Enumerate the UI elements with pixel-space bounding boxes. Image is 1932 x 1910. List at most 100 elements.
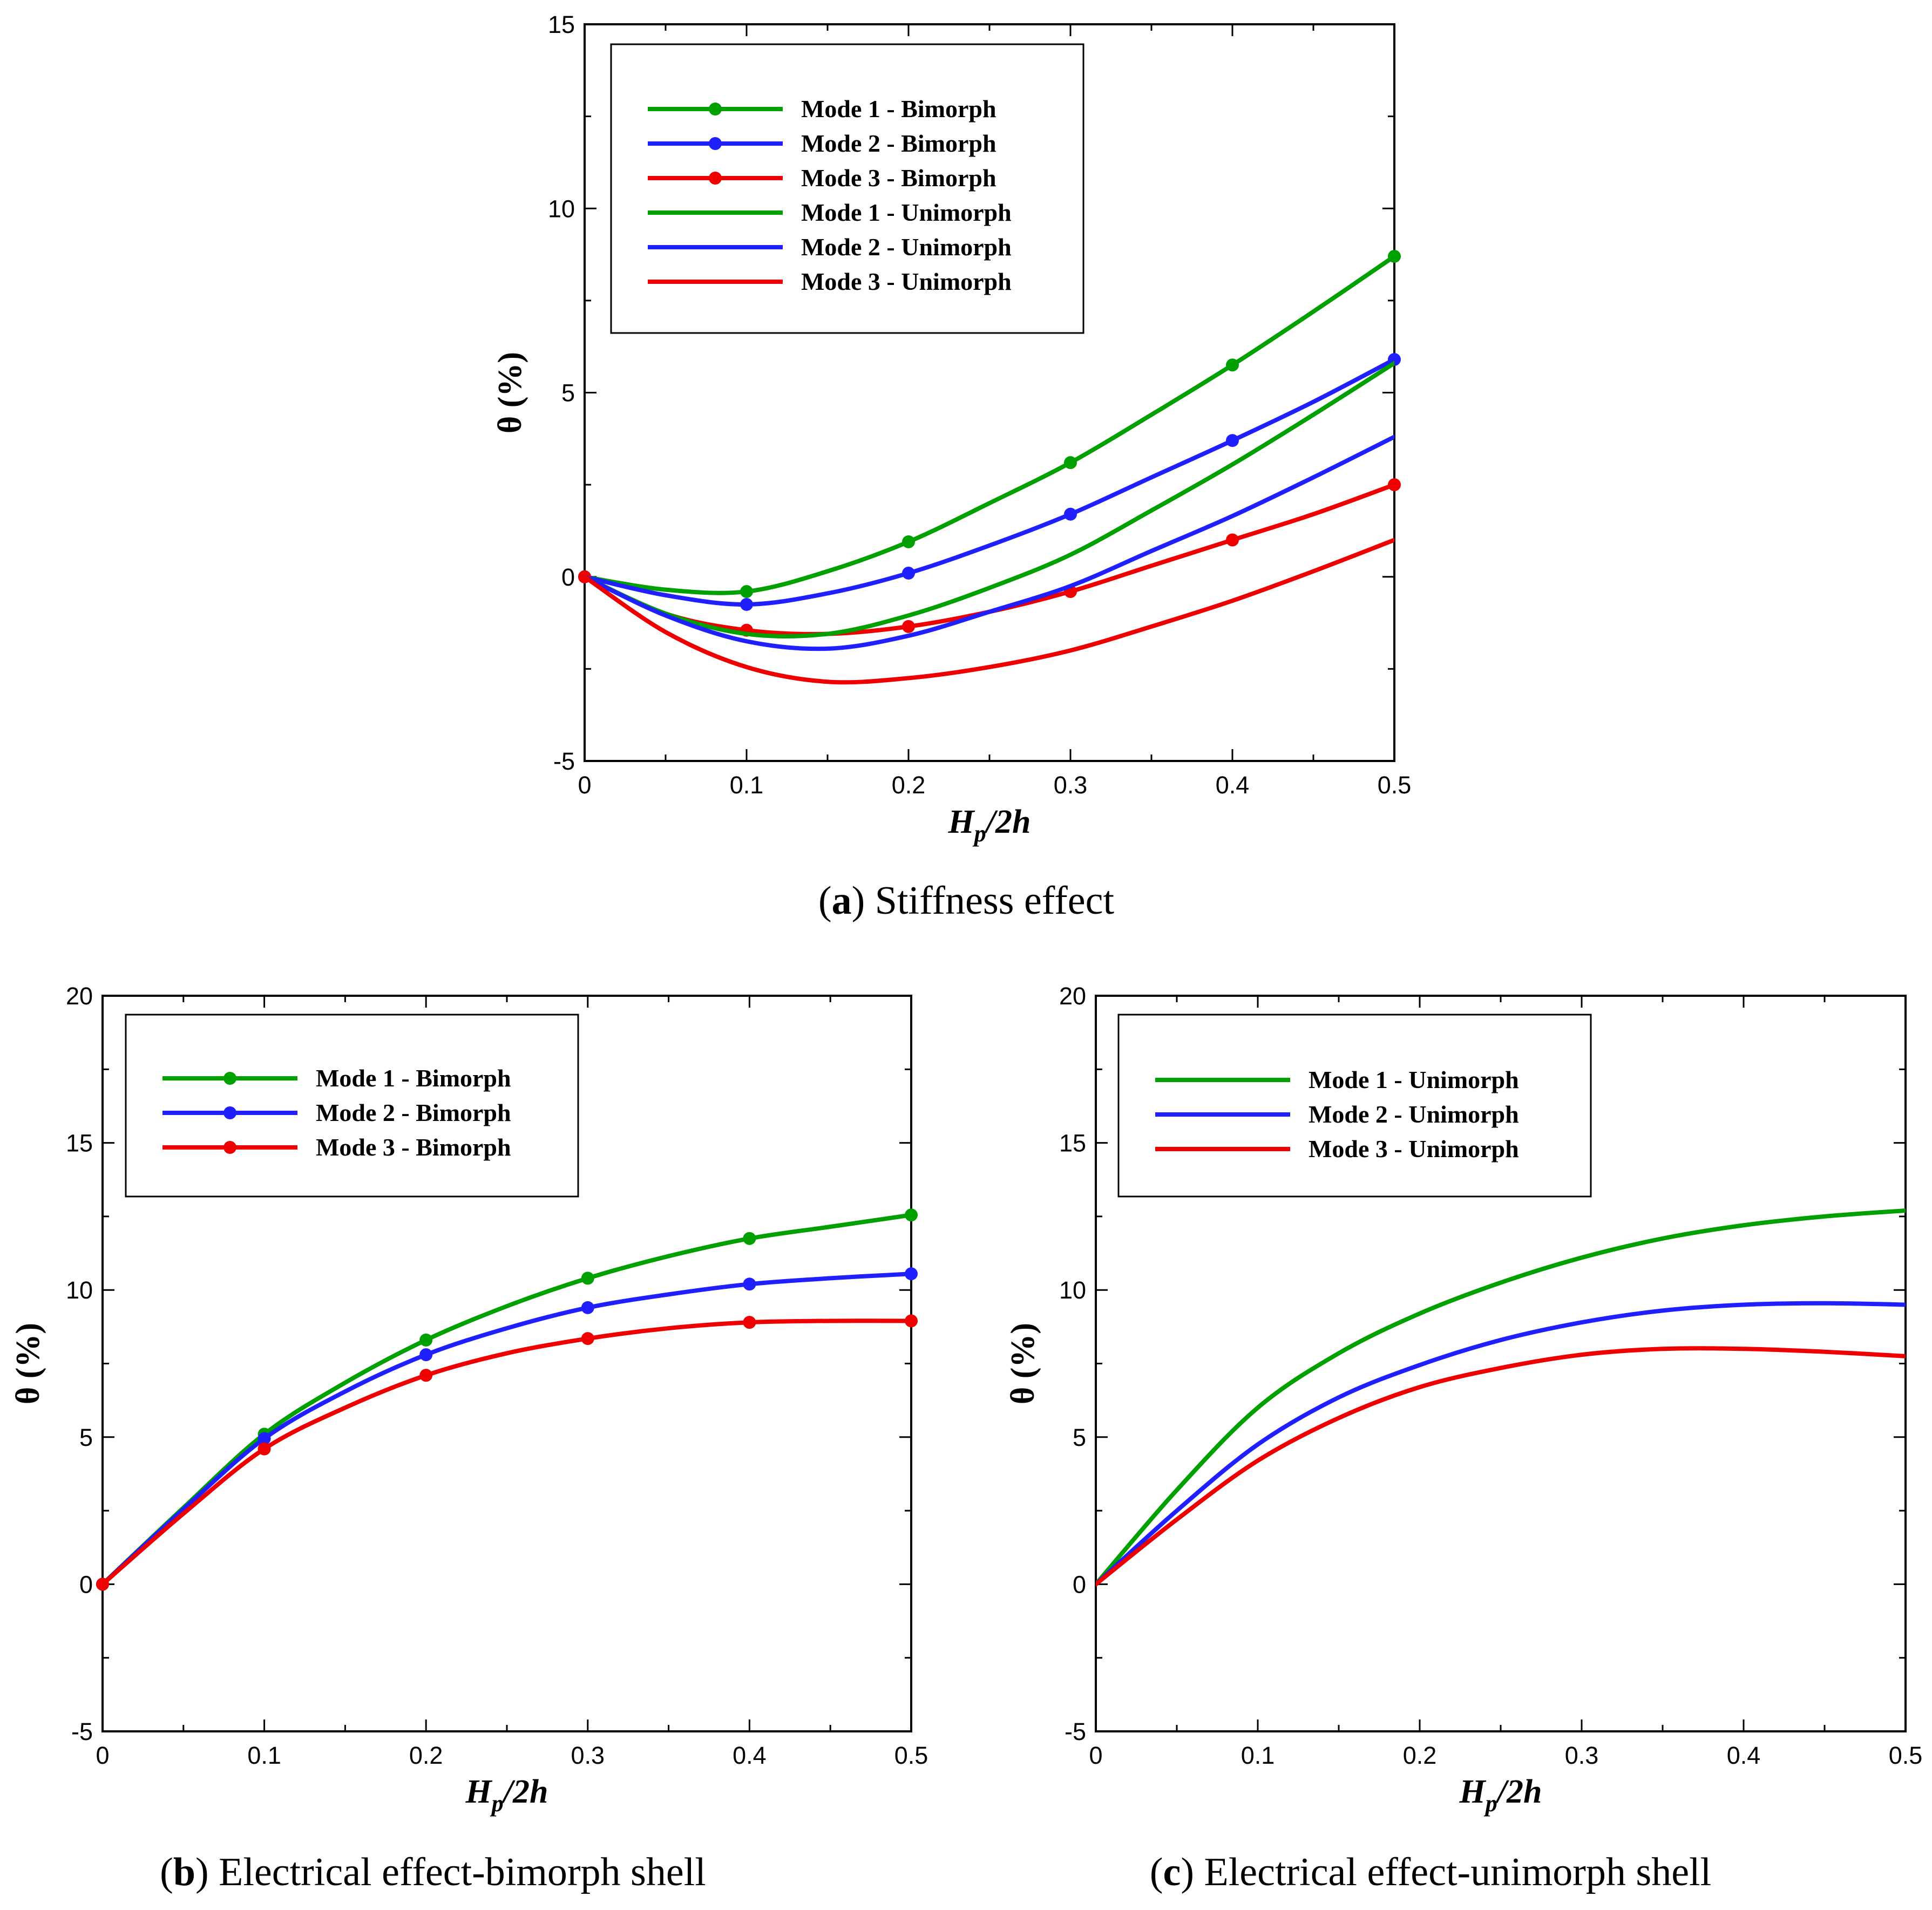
panel-caption: (b) Electrical effect-bimorph shell xyxy=(160,1850,706,1894)
data-point xyxy=(902,620,915,633)
data-point xyxy=(743,1316,756,1329)
data-point xyxy=(743,1277,756,1291)
x-axis-title-main: H xyxy=(465,1773,493,1810)
y-tick-label: 20 xyxy=(66,982,93,1010)
caption-letter: c xyxy=(1163,1850,1181,1894)
legend-entry: Mode 3 - Unimorph xyxy=(801,268,1012,295)
x-axis-title: Hp/2h xyxy=(465,1773,548,1817)
data-point xyxy=(1388,478,1401,492)
series-line xyxy=(585,254,1394,595)
y-axis-title: θ (%) xyxy=(10,1323,46,1404)
legend-entry: Mode 2 - Unimorph xyxy=(801,233,1012,261)
x-tick-label: 0.3 xyxy=(571,1742,605,1769)
y-tick-label: -5 xyxy=(1065,1718,1086,1745)
legend-marker xyxy=(223,1072,236,1085)
caption-paren-open: ( xyxy=(818,879,832,923)
x-tick-label: 0.4 xyxy=(1216,771,1250,799)
legend-marker xyxy=(223,1106,236,1119)
legend-entry: Mode 1 - Unimorph xyxy=(801,199,1012,226)
series-line xyxy=(103,1213,911,1587)
legend-box xyxy=(1117,1014,1592,1198)
x-tick-label: 0.3 xyxy=(1565,1742,1599,1769)
x-axis-title-rest: /2h xyxy=(501,1773,548,1810)
x-axis-title-sub: p xyxy=(490,1790,504,1817)
caption-paren-close: ) xyxy=(1181,1850,1204,1894)
y-axis-title: θ (%) xyxy=(1005,1323,1041,1404)
data-point xyxy=(1064,507,1077,521)
caption-paren-open: ( xyxy=(1150,1850,1163,1894)
data-point xyxy=(419,1348,433,1362)
series-line xyxy=(585,357,1394,607)
x-tick-label: 0.2 xyxy=(409,1742,443,1769)
data-point xyxy=(257,1432,271,1445)
y-tick-label: 15 xyxy=(548,11,575,38)
legend-entry: Mode 2 - Unimorph xyxy=(1309,1100,1519,1128)
legend-entry: Mode 1 - Bimorph xyxy=(316,1064,511,1092)
series-line xyxy=(585,361,1394,639)
x-tick-label: 0.4 xyxy=(1727,1742,1761,1769)
x-axis-title-rest: /2h xyxy=(1495,1773,1542,1810)
y-tick-label: 10 xyxy=(548,195,575,222)
series-line xyxy=(103,1318,911,1587)
data-point xyxy=(905,1208,918,1222)
legend-entry: Mode 3 - Bimorph xyxy=(316,1133,511,1161)
caption-text: Stiffness effect xyxy=(875,879,1115,923)
data-point xyxy=(581,1301,594,1314)
y-tick-label: 15 xyxy=(66,1130,93,1157)
legend-entry: Mode 2 - Bimorph xyxy=(316,1099,511,1126)
panel-caption: (a) Stiffness effect xyxy=(818,879,1114,923)
data-point xyxy=(905,1267,918,1281)
caption-letter: a xyxy=(832,879,852,923)
y-tick-label: -5 xyxy=(553,747,575,775)
y-tick-label: 0 xyxy=(561,563,575,591)
legend: Mode 1 - Bimorph Mode 2 - Bimorph Mode 3 -… xyxy=(125,1014,579,1198)
caption-paren-close: ) xyxy=(852,879,875,923)
caption-paren-close: ) xyxy=(195,1850,219,1894)
series-line xyxy=(103,1272,911,1587)
data-point xyxy=(96,1578,109,1591)
y-tick-label: 15 xyxy=(1059,1130,1086,1157)
series-line xyxy=(1096,1346,1906,1587)
series-line xyxy=(585,538,1394,685)
y-tick-label: 10 xyxy=(66,1276,93,1304)
y-tick-label: 5 xyxy=(561,379,575,407)
x-axis-title: Hp/2h xyxy=(948,804,1031,847)
x-tick-label: 0.4 xyxy=(733,1742,767,1769)
legend-entry: Mode 3 - Bimorph xyxy=(801,164,996,192)
y-tick-label: 5 xyxy=(79,1424,93,1451)
legend-entry: Mode 3 - Unimorph xyxy=(1309,1135,1519,1163)
legend-marker xyxy=(709,103,722,115)
x-axis-title-rest: /2h xyxy=(984,804,1031,840)
data-point xyxy=(419,1333,433,1347)
x-tick-label: 0 xyxy=(578,771,591,799)
caption-paren-open: ( xyxy=(160,1850,173,1894)
caption-text: Electrical effect-bimorph shell xyxy=(219,1850,706,1894)
x-axis-title-main: H xyxy=(948,804,975,840)
data-point xyxy=(902,535,915,548)
legend-entry: Mode 1 - Bimorph xyxy=(801,95,996,123)
x-tick-label: 0.5 xyxy=(1889,1742,1923,1769)
x-tick-label: 0.1 xyxy=(247,1742,281,1769)
series-line xyxy=(1096,1301,1906,1587)
data-point xyxy=(743,1232,756,1245)
legend-entry: Mode 2 - Bimorph xyxy=(801,130,996,157)
y-tick-label: 20 xyxy=(1059,982,1086,1010)
legend: Mode 1 - Bimorph Mode 2 - Bimorph Mode 3 -… xyxy=(610,43,1084,334)
x-axis-title: Hp/2h xyxy=(1459,1773,1542,1817)
data-point xyxy=(1226,533,1239,547)
x-tick-label: 0.5 xyxy=(1378,771,1412,799)
data-point xyxy=(1226,434,1239,447)
caption-letter: b xyxy=(173,1850,195,1894)
x-tick-label: 0.2 xyxy=(892,771,926,799)
data-point xyxy=(1388,249,1401,263)
legend-entry: Mode 1 - Unimorph xyxy=(1309,1066,1519,1093)
series-line xyxy=(1096,1208,1906,1587)
data-point xyxy=(581,1332,594,1345)
data-point xyxy=(1226,358,1239,372)
legend-marker xyxy=(223,1141,236,1154)
panel-caption: (c) Electrical effect-unimorph shell xyxy=(1150,1850,1711,1894)
legend-marker xyxy=(709,137,722,150)
